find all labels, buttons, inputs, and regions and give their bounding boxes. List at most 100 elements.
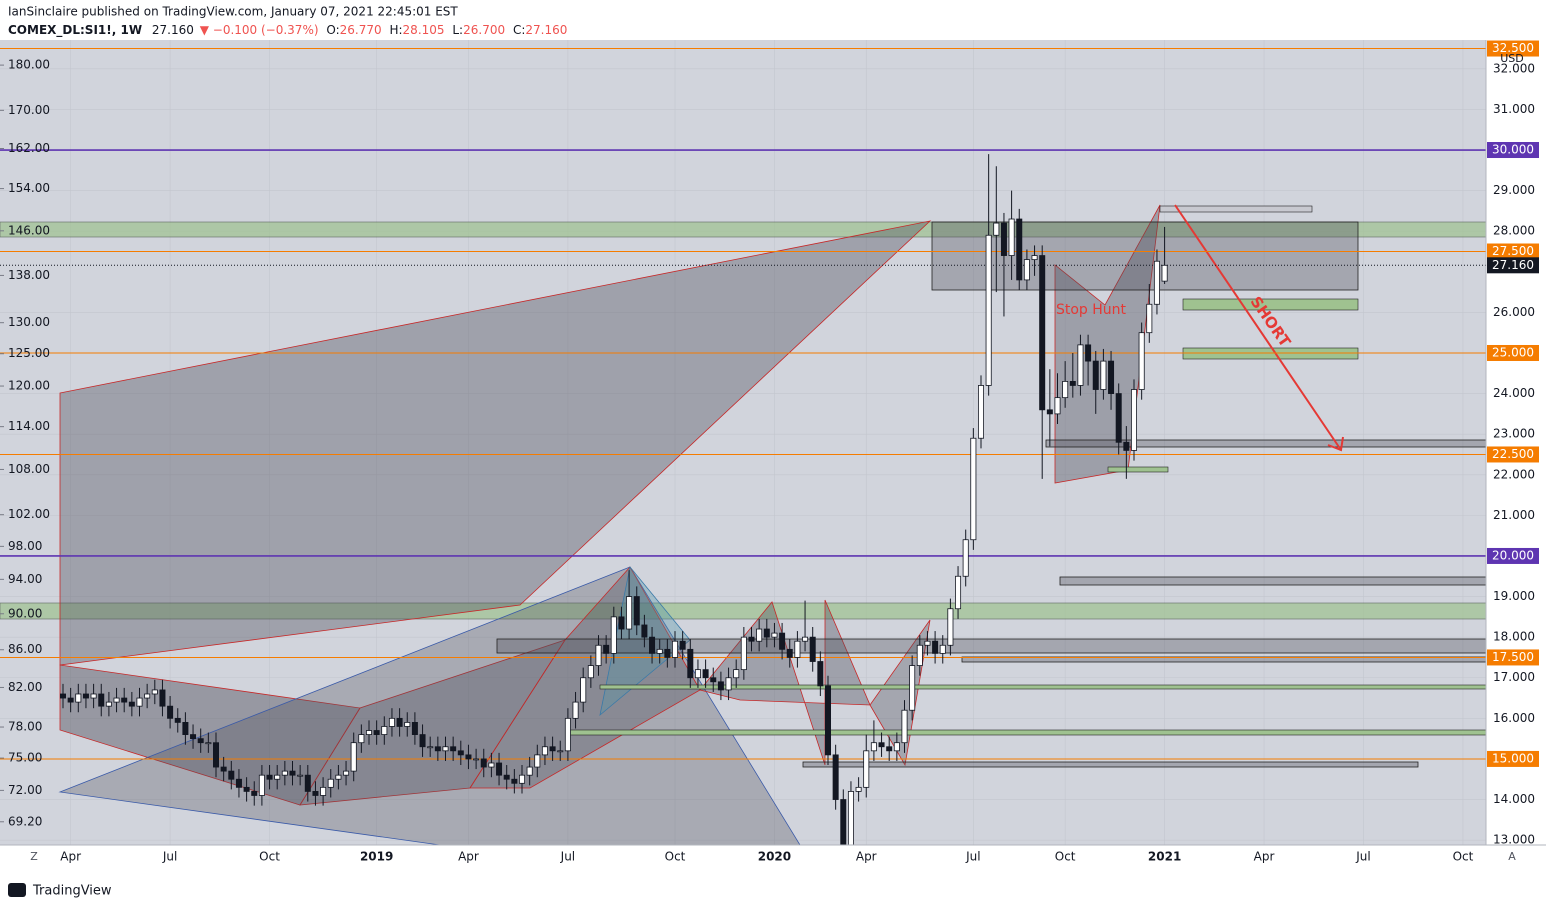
candle-body	[1138, 332, 1145, 390]
candle-body	[427, 746, 434, 749]
candle-body	[266, 774, 273, 780]
candle-body	[1100, 360, 1107, 390]
candle-body	[121, 697, 128, 703]
ohlc-value: 27.160	[525, 23, 567, 37]
candle-body	[411, 722, 418, 735]
level-label-bg	[1487, 649, 1539, 666]
candle-body	[909, 665, 916, 711]
y2-tick-label: 16.000	[1493, 711, 1535, 725]
zone	[0, 602, 1486, 620]
y2-tick-label: 29.000	[1493, 183, 1535, 197]
x-tick-label: Jul	[162, 850, 177, 864]
candle-body	[289, 770, 296, 776]
y2-tick-label: 21.000	[1493, 508, 1535, 522]
candle-body	[274, 774, 281, 780]
level-label: 22.500	[1492, 447, 1534, 461]
ohlc-value: 28.105	[403, 23, 445, 37]
brand: TradingView	[32, 884, 112, 899]
last-price-label: 27.160	[1492, 258, 1534, 272]
candle-body	[442, 746, 449, 752]
candle-body	[702, 669, 709, 679]
candle-body	[641, 624, 648, 638]
candle-body	[955, 575, 962, 610]
candle-body	[603, 644, 610, 654]
candle-body	[733, 669, 740, 679]
candle-body	[396, 717, 403, 727]
candle-body	[182, 722, 189, 735]
candle-body	[870, 742, 877, 752]
level-label: 25.000	[1492, 345, 1534, 359]
y-tick-label: 75.00	[8, 751, 42, 765]
level-label: 30.000	[1492, 143, 1534, 157]
axes: 180.00 170.00 162.00 154.00 146.00 138.00 130.…	[0, 40, 1539, 847]
y2-tick-label: 28.000	[1493, 224, 1535, 238]
candle-body	[327, 778, 334, 788]
candle-body	[886, 746, 893, 752]
y2-tick-label: 26.000	[1493, 305, 1535, 319]
button[interactable]: A	[1508, 850, 1516, 863]
candle-body	[98, 693, 105, 707]
candle-body	[939, 644, 946, 654]
x-tick-label: Jul	[1355, 850, 1370, 864]
level-label: 32.500	[1492, 41, 1534, 55]
last-price-bg	[1487, 257, 1539, 274]
candle-body	[855, 786, 862, 792]
candle-body	[664, 648, 671, 658]
candle-body	[373, 730, 380, 735]
candle-body	[1023, 259, 1030, 281]
y2-tick-label: 19.000	[1493, 589, 1535, 603]
candle-body	[679, 640, 686, 650]
button[interactable]: Z	[30, 850, 38, 863]
symbol: COMEX_DL:SI1!, 1W	[8, 23, 142, 38]
currency-label: USD	[1500, 52, 1524, 65]
candle-body	[672, 640, 679, 658]
arrow-head	[1327, 436, 1344, 452]
candle-body	[572, 701, 579, 719]
candle-body	[488, 762, 495, 768]
ohlc-value: 26.700	[463, 23, 505, 37]
box	[1182, 298, 1359, 311]
candle-body	[457, 750, 464, 756]
logo	[8, 883, 26, 897]
candle-body	[128, 701, 135, 707]
candle-body	[1131, 389, 1138, 451]
candle-body	[595, 644, 602, 666]
y2-tick-label: 14.000	[1493, 792, 1535, 806]
y-tick-label: 102.00	[8, 507, 50, 521]
candle-body	[105, 701, 112, 707]
x-tick-label: Apr	[458, 850, 479, 864]
candle-body	[878, 742, 885, 748]
candle-body	[541, 746, 548, 756]
candle-body	[320, 786, 327, 796]
ohlc-key: L:	[452, 23, 463, 37]
candle-body	[205, 742, 212, 745]
candle-body	[496, 762, 503, 776]
candle-body	[136, 697, 143, 707]
candle-body	[258, 774, 265, 796]
candle-body	[174, 717, 181, 723]
right-axis	[1486, 40, 1546, 845]
y-tick-label: 120.00	[8, 379, 50, 393]
candle-body	[1069, 381, 1076, 386]
candle-body	[802, 636, 809, 642]
symbol-line: COMEX_DL:SI1!, 1W 27.160 ▼ −0.100 (−0.37…	[8, 23, 567, 38]
x-tick-label: Oct	[665, 850, 686, 864]
candle-body	[358, 734, 365, 744]
candle-body	[304, 774, 311, 792]
candle-body	[1146, 303, 1153, 334]
candle-body	[151, 689, 158, 695]
box	[1045, 439, 1486, 448]
x-tick-label: 2020	[758, 850, 791, 864]
candle-body	[519, 774, 526, 784]
annotation: Stop Hunt	[1056, 302, 1127, 318]
level-label: 20.000	[1492, 548, 1534, 562]
x-tick-label: Oct	[259, 850, 280, 864]
candle-body	[251, 791, 258, 796]
ohlc-key: O:	[326, 23, 339, 37]
candle-body	[825, 685, 832, 756]
x-tick-label: Oct	[1453, 850, 1474, 864]
y-tick-label: 86.00	[8, 642, 42, 656]
y-tick-label: 146.00	[8, 223, 50, 237]
